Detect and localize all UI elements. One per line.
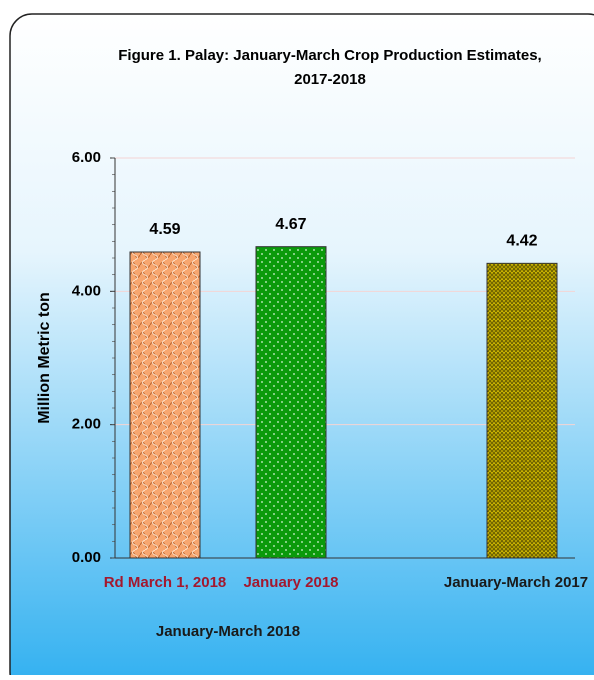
y-tick-label: 6.00 [72, 149, 101, 166]
y-tick-label: 0.00 [72, 549, 101, 566]
bar [486, 262, 558, 559]
y-axis-label: Million Metric ton [36, 292, 53, 424]
bar [129, 251, 201, 559]
x-tick-label: January-March 2017 [444, 574, 588, 591]
x-tick-label: Rd March 1, 2018 [104, 574, 227, 591]
data-label: 4.59 [149, 221, 180, 238]
y-tick-label: 2.00 [72, 416, 101, 433]
chart-title: Figure 1. Palay: January-March Crop Prod… [118, 47, 541, 64]
y-tick-label: 4.00 [72, 282, 101, 299]
group-label: January-March 2018 [156, 623, 300, 640]
x-tick-label: January 2018 [243, 574, 338, 591]
data-label: 4.42 [506, 233, 537, 250]
data-label: 4.67 [275, 216, 306, 233]
chart-title: 2017-2018 [294, 71, 366, 88]
bar [255, 246, 327, 559]
